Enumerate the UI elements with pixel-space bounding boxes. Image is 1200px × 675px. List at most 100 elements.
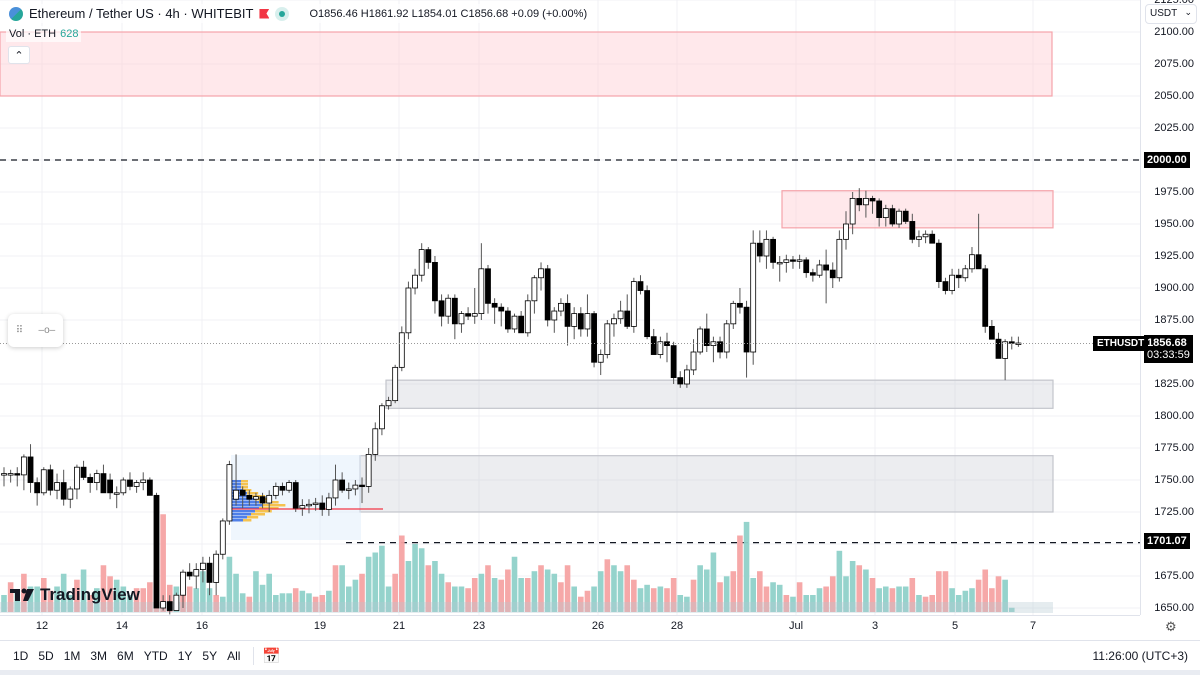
volume-bar [319,595,326,612]
volume-profile-bar [241,483,248,486]
volume-bar [438,573,445,612]
range-button-5d[interactable]: 5D [38,648,54,663]
time-axis[interactable]: 12 14 16 19 21 23 26 28 Jul 3 5 7 [0,615,1140,637]
candle-down [259,496,266,504]
volume-bar [664,588,670,612]
volume-bar [87,595,93,612]
horizontal-line-tool-icon[interactable]: –o– [38,325,56,336]
range-button-5y[interactable]: 5Y [202,648,218,663]
candle-down [319,502,326,510]
volume-bar [829,576,836,612]
clock[interactable]: 11:26:00 (UTC+3) [1092,649,1189,663]
candle-up [511,315,518,330]
candle-down [909,221,916,240]
candle-up [113,492,120,495]
volume-bar [452,586,458,612]
market-status-icon[interactable] [275,6,290,21]
settings-icon[interactable]: ⚙ [1165,619,1177,634]
candle-up [20,456,27,476]
volume-profile-bar [231,507,259,510]
price-tick: 2075.00 [1154,58,1194,70]
candle-down [637,281,644,291]
volume-bar [47,590,54,612]
volume-bar [624,565,631,612]
range-button-ytd[interactable]: YTD [143,648,168,663]
candle-up [306,503,312,507]
volume-bar [352,579,359,612]
volume-bar [863,569,869,612]
volume-bar [750,578,756,612]
currency-selector[interactable]: USDT ⌄ [1145,4,1197,24]
volume-bar [120,586,127,612]
candle-down [339,479,346,491]
candle-up [173,594,180,611]
volume-bar [849,561,856,612]
tradingview-logo[interactable]: TradingView [10,585,140,605]
volume-bar [147,582,153,612]
collapse-legend-button[interactable]: ⌃ [8,46,30,64]
price-chart-canvas[interactable] [0,0,1140,615]
time-tick: Jul [788,620,804,632]
range-button-1m[interactable]: 1M [63,648,81,663]
chart-area[interactable] [0,0,1140,615]
candle-up [630,281,637,327]
range-button-1d[interactable]: 1D [13,648,29,663]
volume-bar [432,561,438,612]
volume-bar [591,586,597,612]
candle-down [677,377,684,385]
volume-profile-bar [231,495,251,498]
volume-bar [650,588,657,612]
volume-bar [485,565,491,612]
range-button-3m[interactable]: 3M [90,648,108,663]
candle-up [352,484,359,490]
volume-profile-bar [243,519,252,522]
volume-bar [213,595,219,612]
volume-value: 628 [60,28,79,40]
candle-down [982,268,989,327]
volume-profile-bar [241,480,248,483]
candle-up [1002,341,1009,359]
flag-icon[interactable] [259,8,270,19]
price-tick: 1950.00 [1154,218,1194,230]
candle-down [518,315,525,334]
price-tick: 1825.00 [1154,378,1194,390]
volume-bar [100,565,107,612]
volume-bar [418,548,425,612]
range-button-1y[interactable]: 1Y [177,648,193,663]
volume-bar [969,588,975,612]
volume-bar [345,586,352,612]
candle-down [650,336,657,355]
symbol-title[interactable]: Ethereum / Tether US · 4h · WHITEBIT [29,6,254,21]
volume-bar [379,545,385,612]
price-tick: 2125.00 [1154,0,1194,6]
drag-handle-icon[interactable]: ⠿ [15,325,24,336]
footer-strip [0,670,1200,675]
volume-bar [458,586,465,612]
volume-bar [40,578,47,612]
volume-bar [372,552,379,612]
volume-bar [246,596,253,612]
volume-bar [518,578,524,612]
candle-up [571,313,578,327]
candle-down [27,456,34,483]
candle-up [690,351,697,371]
range-button-6m[interactable]: 6M [117,648,134,663]
price-axis[interactable]: 2125.00 2100.00 2075.00 2050.00 2025.00 1975.… [1140,0,1200,615]
volume-bar [392,573,398,612]
volume-bar [697,565,703,612]
volume-bar [405,561,412,612]
range-button-all[interactable]: All [227,648,241,663]
drawing-toolbar-widget[interactable]: ⠿ –o– [8,314,63,347]
volume-bar [1008,607,1015,612]
candle-up [836,238,843,279]
volume-bar [670,578,677,612]
last-price: 1856.68 [1147,337,1187,349]
date-range-calendar-icon[interactable]: 📅 [262,647,282,665]
candle-down [14,473,21,476]
volume-bar [94,588,100,612]
candle-up [213,553,220,583]
candle-down [186,571,193,577]
price-tick: 1800.00 [1154,410,1194,422]
candle-up [604,323,611,355]
candle-up [140,479,147,483]
